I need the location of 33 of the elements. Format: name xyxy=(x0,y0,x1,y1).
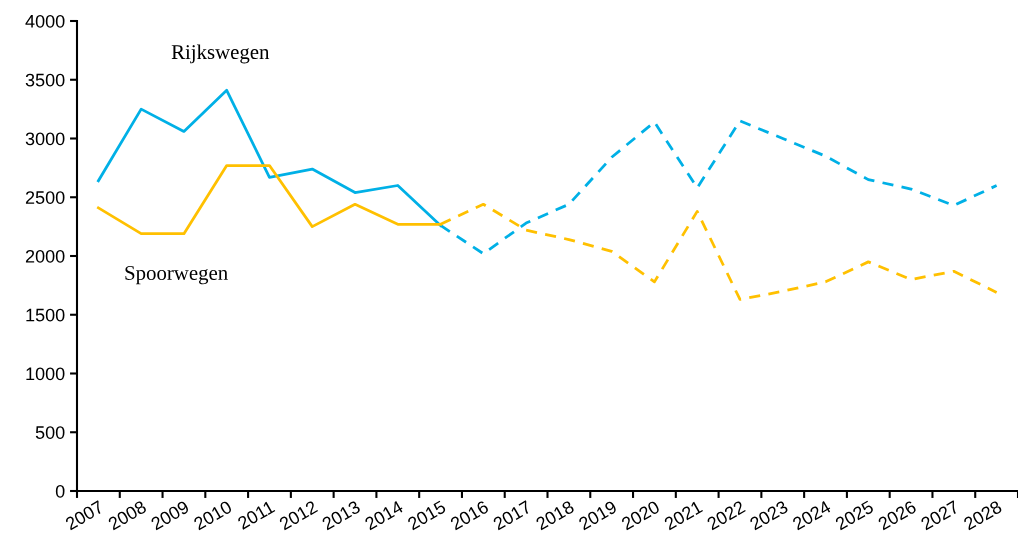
x-tick-label: 2022 xyxy=(706,500,746,531)
x-tick-label: 2020 xyxy=(620,500,661,531)
x-tick-label: 2027 xyxy=(920,500,960,531)
x-tick-label: 2025 xyxy=(834,500,875,531)
series-label: Spoorwegen xyxy=(125,265,228,285)
y-tick-label: 3500 xyxy=(25,73,65,87)
x-tick-label: 2016 xyxy=(449,500,490,531)
y-tick-label: 2000 xyxy=(25,249,65,263)
x-tick-label: 2019 xyxy=(577,500,618,531)
x-tick-label: 2012 xyxy=(278,500,319,531)
x-tick-label: 2010 xyxy=(192,500,233,531)
x-tick-label: 2018 xyxy=(535,500,575,531)
y-tick-label: 1000 xyxy=(26,367,65,381)
x-tick-label: 2021 xyxy=(663,500,704,531)
x-tick-label: 2008 xyxy=(107,500,148,531)
series-label: Rijkswegen xyxy=(171,44,270,64)
x-tick-label: 2023 xyxy=(748,500,789,531)
x-tick-label: 2013 xyxy=(321,500,361,531)
x-tick-label: 2017 xyxy=(492,500,532,531)
y-tick-label: 2500 xyxy=(25,191,65,204)
x-tick-label: 2015 xyxy=(406,500,447,531)
y-tick-label: 3000 xyxy=(25,132,65,146)
y-tick-label: 1500 xyxy=(26,308,65,322)
y-tick-label: 500 xyxy=(35,426,65,439)
y-tick-label: 0 xyxy=(55,484,65,498)
x-tick-label: 2024 xyxy=(791,500,832,531)
y-tick-label: 4000 xyxy=(25,14,65,28)
x-tick-label: 2011 xyxy=(236,500,276,530)
x-tick-label: 2009 xyxy=(150,500,190,531)
x-tick-label: 2026 xyxy=(877,500,918,531)
x-tick-label: 2014 xyxy=(364,500,404,531)
x-tick-label: 2007 xyxy=(64,500,105,531)
x-tick-label: 2028 xyxy=(962,500,1003,531)
